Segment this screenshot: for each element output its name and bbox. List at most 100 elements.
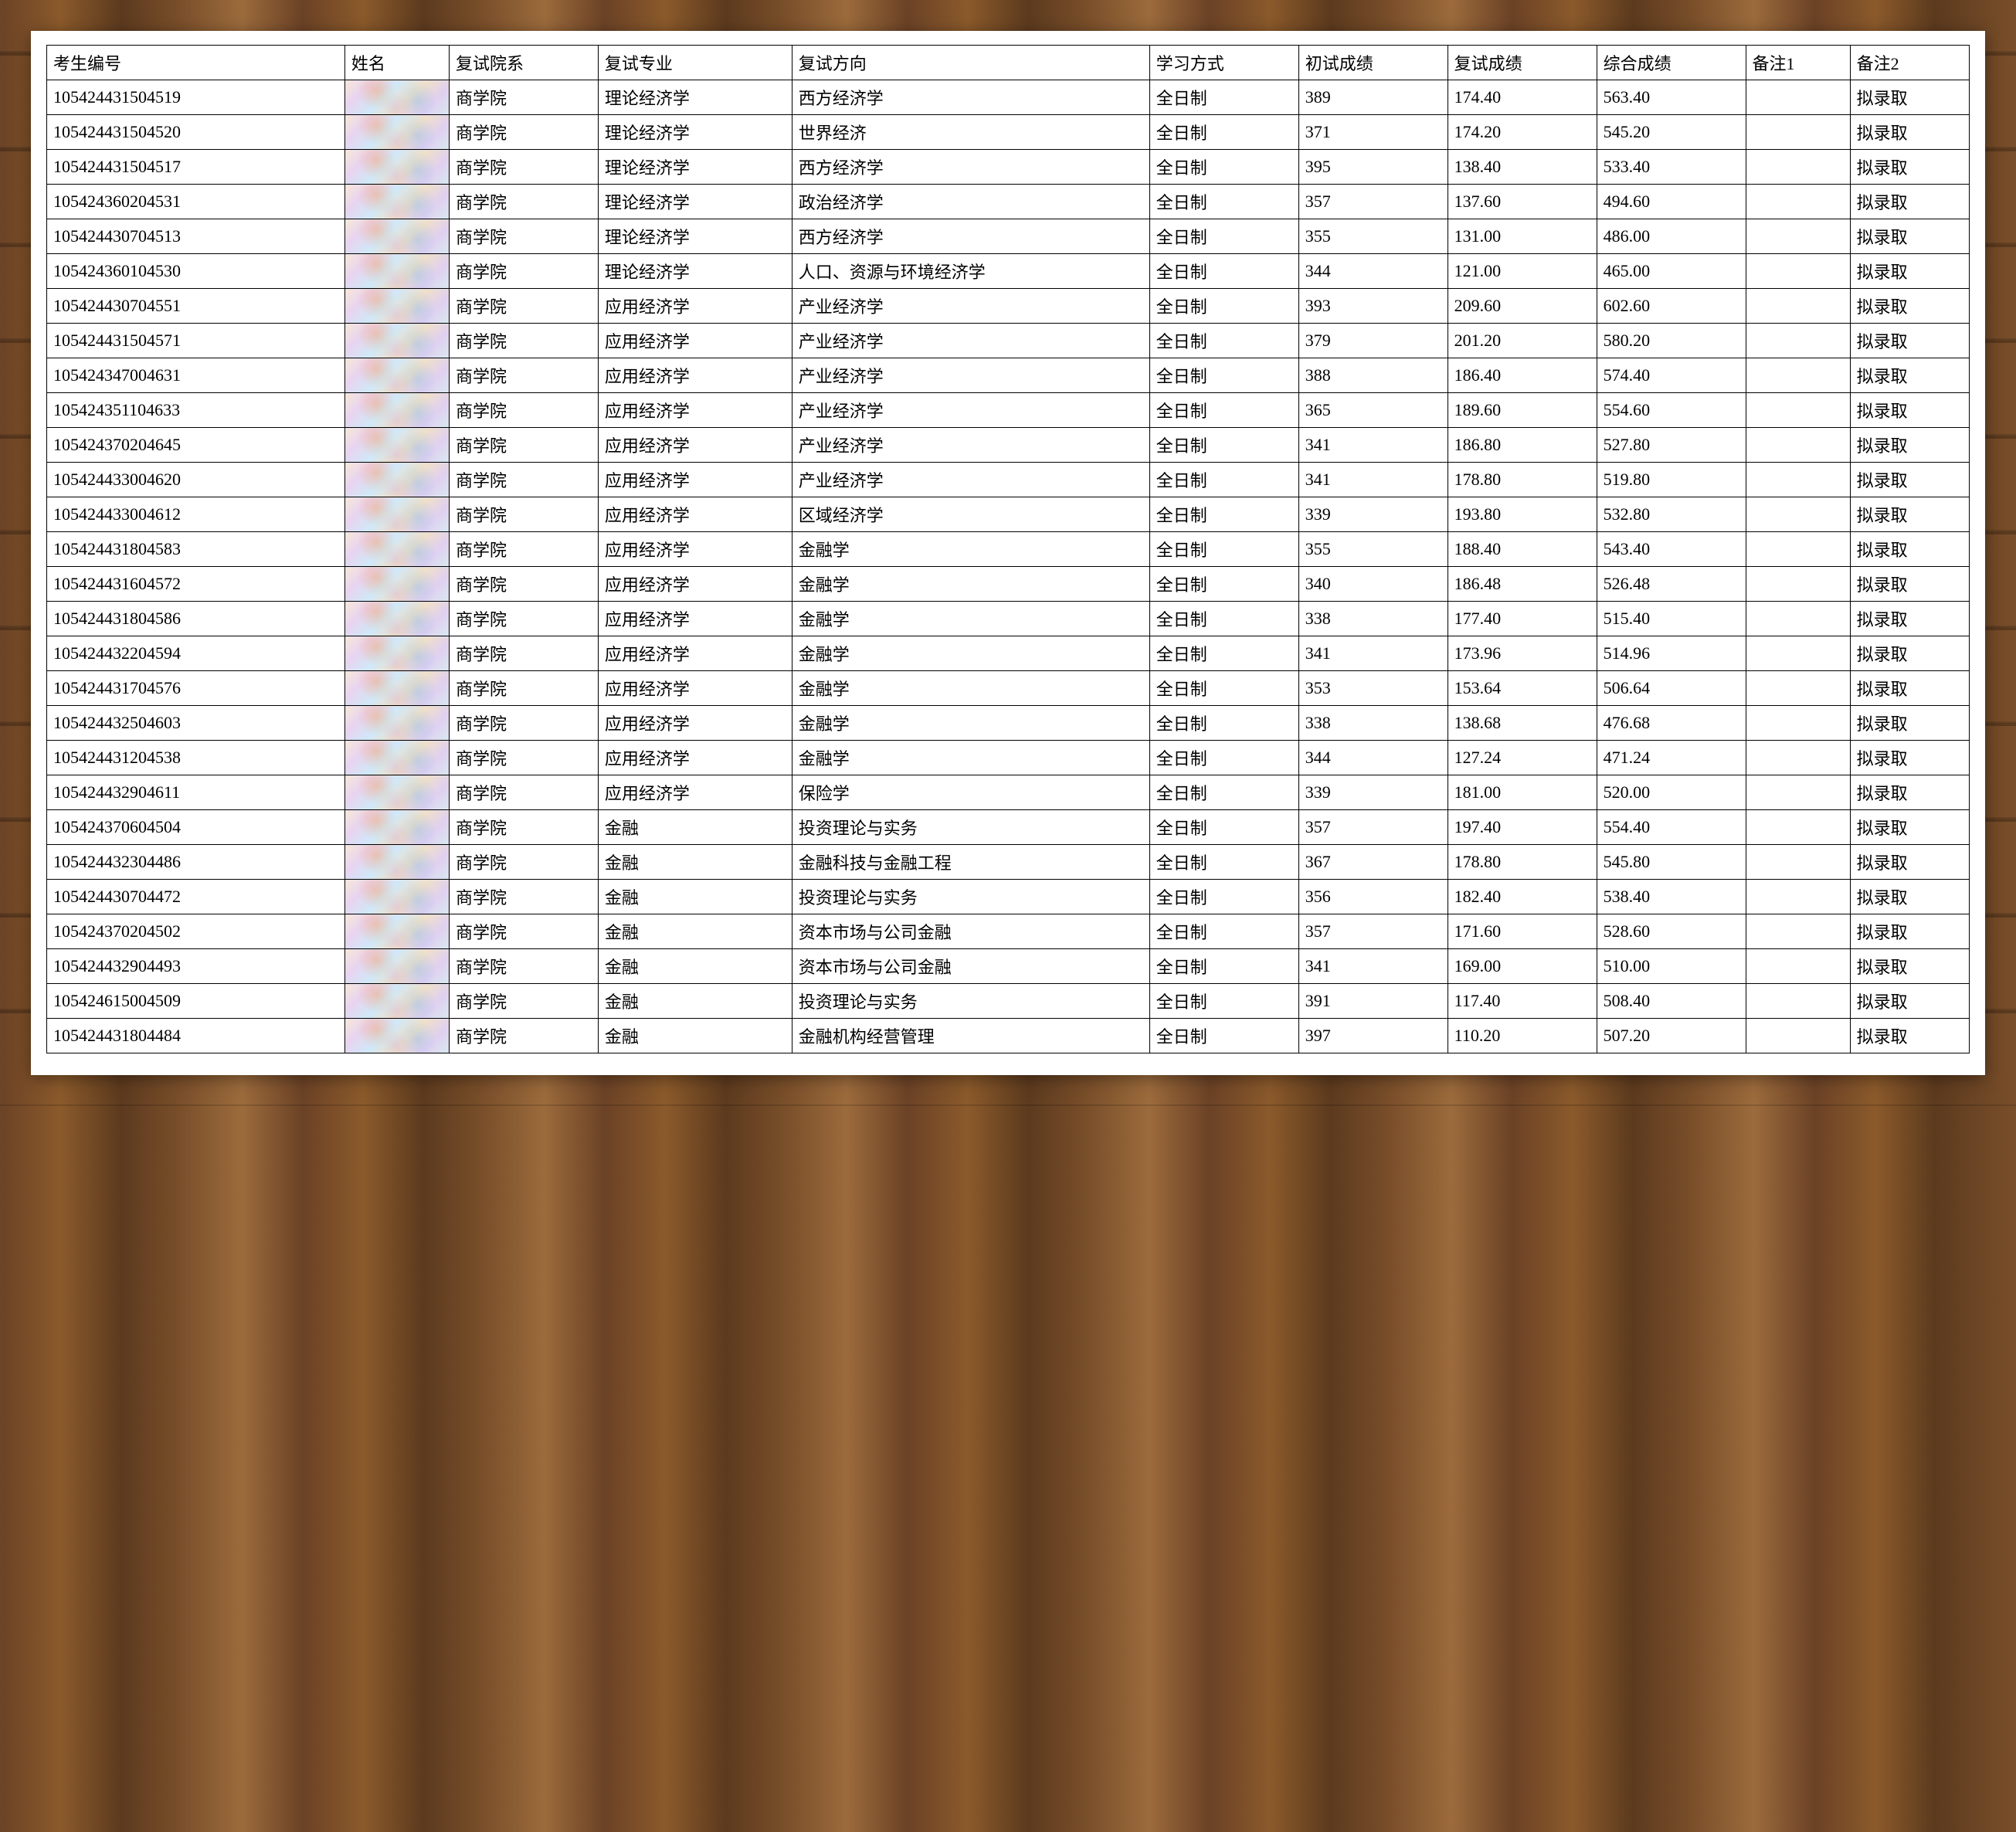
table-cell: 商学院	[449, 80, 598, 115]
table-cell: 173.96	[1448, 636, 1597, 671]
table-cell: 全日制	[1149, 463, 1298, 497]
table-cell: 拟录取	[1850, 219, 1969, 254]
table-row: 105424433004620商学院应用经济学产业经济学全日制341178.80…	[47, 463, 1970, 497]
table-cell: 197.40	[1448, 810, 1597, 845]
table-cell: 365	[1298, 393, 1448, 428]
table-cell	[1746, 636, 1850, 671]
table-row: 105424431504517商学院理论经济学西方经济学全日制395138.40…	[47, 150, 1970, 185]
table-cell: 拟录取	[1850, 880, 1969, 914]
table-cell: 全日制	[1149, 289, 1298, 324]
table-cell: 105424433004612	[47, 497, 345, 532]
table-cell: 拟录取	[1850, 949, 1969, 984]
admissions-table: 考生编号 姓名 复试院系 复试专业 复试方向 学习方式 初试成绩 复试成绩 综合…	[46, 45, 1970, 1053]
table-cell: 105424430704472	[47, 880, 345, 914]
table-cell: 理论经济学	[598, 150, 792, 185]
table-cell: 应用经济学	[598, 324, 792, 358]
table-cell: 全日制	[1149, 671, 1298, 706]
table-row: 105424431504520商学院理论经济学世界经济全日制371174.205…	[47, 115, 1970, 150]
table-row: 105424370204645商学院应用经济学产业经济学全日制341186.80…	[47, 428, 1970, 463]
table-cell: 105424432204594	[47, 636, 345, 671]
table-cell	[1746, 775, 1850, 810]
table-cell: 拟录取	[1850, 671, 1969, 706]
table-cell: 494.60	[1597, 185, 1746, 219]
table-cell: 105424431504571	[47, 324, 345, 358]
table-cell	[1746, 254, 1850, 289]
table-cell: 340	[1298, 567, 1448, 602]
col-header-id: 考生编号	[47, 46, 345, 80]
table-cell: 563.40	[1597, 80, 1746, 115]
table-cell: 商学院	[449, 880, 598, 914]
table-cell: 西方经济学	[792, 80, 1149, 115]
table-cell: 全日制	[1149, 880, 1298, 914]
col-header-n2: 备注2	[1850, 46, 1969, 80]
table-cell: 105424360104530	[47, 254, 345, 289]
table-cell: 政治经济学	[792, 185, 1149, 219]
table-cell: 341	[1298, 463, 1448, 497]
table-cell: 金融	[598, 845, 792, 880]
table-cell: 182.40	[1448, 880, 1597, 914]
table-cell: 区域经济学	[792, 497, 1149, 532]
table-cell: 全日制	[1149, 532, 1298, 567]
table-cell: 355	[1298, 532, 1448, 567]
table-cell: 拟录取	[1850, 845, 1969, 880]
table-cell	[1746, 810, 1850, 845]
table-cell: 357	[1298, 810, 1448, 845]
table-cell: 391	[1298, 984, 1448, 1019]
table-cell: 拟录取	[1850, 984, 1969, 1019]
table-cell	[344, 463, 449, 497]
table-row: 105424615004509商学院金融投资理论与实务全日制391117.405…	[47, 984, 1970, 1019]
table-cell: 189.60	[1448, 393, 1597, 428]
table-header-row: 考生编号 姓名 复试院系 复试专业 复试方向 学习方式 初试成绩 复试成绩 综合…	[47, 46, 1970, 80]
table-cell: 人口、资源与环境经济学	[792, 254, 1149, 289]
table-cell	[344, 914, 449, 949]
table-cell: 金融学	[792, 636, 1149, 671]
table-cell	[344, 1019, 449, 1053]
table-cell: 商学院	[449, 463, 598, 497]
table-cell: 金融学	[792, 741, 1149, 775]
table-cell: 全日制	[1149, 706, 1298, 741]
table-cell: 174.40	[1448, 80, 1597, 115]
table-cell: 105424432304486	[47, 845, 345, 880]
table-cell	[344, 845, 449, 880]
table-cell: 应用经济学	[598, 636, 792, 671]
table-cell: 178.80	[1448, 463, 1597, 497]
table-cell: 全日制	[1149, 1019, 1298, 1053]
table-cell: 商学院	[449, 324, 598, 358]
table-cell	[344, 219, 449, 254]
table-cell: 355	[1298, 219, 1448, 254]
table-cell	[344, 706, 449, 741]
table-cell	[344, 150, 449, 185]
table-cell: 137.60	[1448, 185, 1597, 219]
table-cell: 应用经济学	[598, 393, 792, 428]
table-cell	[344, 949, 449, 984]
table-cell: 105424431804586	[47, 602, 345, 636]
table-row: 105424432304486商学院金融金融科技与金融工程全日制367178.8…	[47, 845, 1970, 880]
table-cell	[344, 324, 449, 358]
table-cell: 全日制	[1149, 914, 1298, 949]
table-cell: 532.80	[1597, 497, 1746, 532]
table-cell: 理论经济学	[598, 254, 792, 289]
table-cell: 拟录取	[1850, 775, 1969, 810]
table-cell: 应用经济学	[598, 497, 792, 532]
table-cell: 投资理论与实务	[792, 810, 1149, 845]
table-cell: 商学院	[449, 150, 598, 185]
table-cell: 拟录取	[1850, 289, 1969, 324]
table-cell: 商学院	[449, 358, 598, 393]
table-cell	[1746, 741, 1850, 775]
table-row: 105424430704513商学院理论经济学西方经济学全日制355131.00…	[47, 219, 1970, 254]
table-cell: 105424360204531	[47, 185, 345, 219]
table-cell: 341	[1298, 428, 1448, 463]
table-cell: 商学院	[449, 671, 598, 706]
col-header-mode: 学习方式	[1149, 46, 1298, 80]
table-cell: 全日制	[1149, 775, 1298, 810]
table-cell: 西方经济学	[792, 219, 1149, 254]
table-cell: 金融学	[792, 567, 1149, 602]
table-cell: 465.00	[1597, 254, 1746, 289]
table-cell	[1746, 150, 1850, 185]
table-cell: 投资理论与实务	[792, 984, 1149, 1019]
table-row: 105424360104530商学院理论经济学人口、资源与环境经济学全日制344…	[47, 254, 1970, 289]
table-cell: 105424430704551	[47, 289, 345, 324]
table-cell: 投资理论与实务	[792, 880, 1149, 914]
table-cell: 177.40	[1448, 602, 1597, 636]
table-cell: 全日制	[1149, 845, 1298, 880]
